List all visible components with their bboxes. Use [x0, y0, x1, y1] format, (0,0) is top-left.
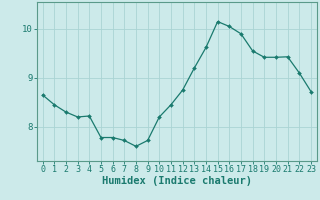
X-axis label: Humidex (Indice chaleur): Humidex (Indice chaleur) — [102, 176, 252, 186]
